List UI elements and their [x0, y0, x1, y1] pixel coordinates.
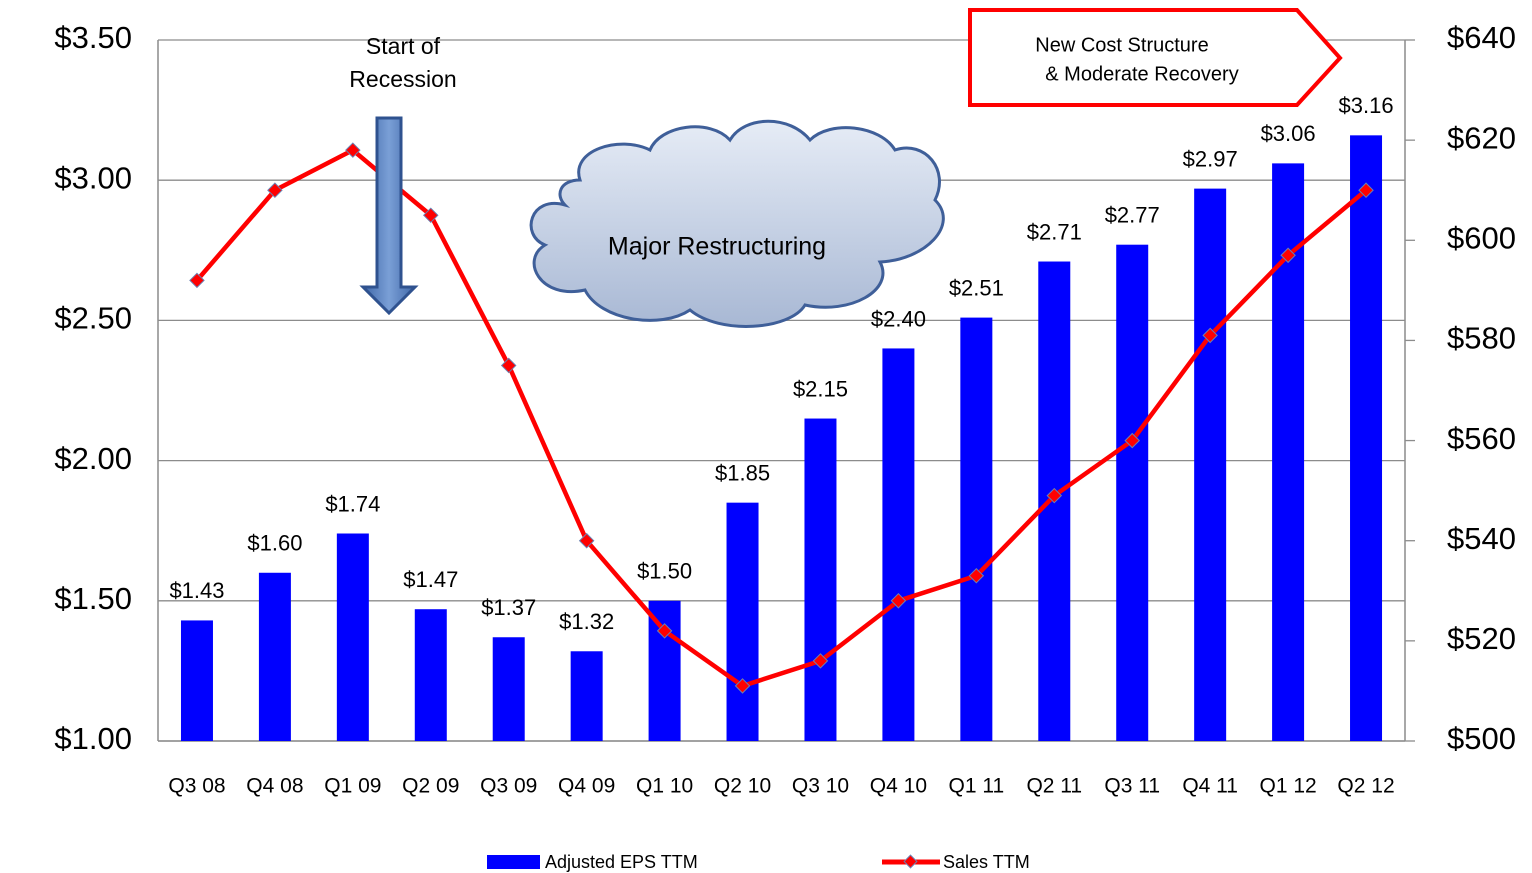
- x-tick-label: Q2 09: [402, 775, 459, 798]
- x-tick-label: Q3 11: [1104, 775, 1160, 798]
- data-label: $1.37: [481, 595, 536, 620]
- bar: [726, 502, 759, 741]
- bar: [1194, 188, 1227, 741]
- x-tick-label: Q2 11: [1026, 775, 1082, 798]
- line-marker: [500, 357, 517, 374]
- annotation-text: Recession: [349, 66, 456, 92]
- line-marker: [345, 142, 361, 158]
- x-tick-label: Q4 08: [246, 775, 303, 798]
- data-label: $2.15: [793, 376, 848, 401]
- bar: [336, 533, 369, 741]
- y2-tick-label: $520: [1447, 621, 1516, 656]
- y2-tick-label: $620: [1447, 120, 1516, 155]
- y2-tick-label: $540: [1447, 521, 1516, 556]
- x-tick-label: Q1 09: [324, 775, 381, 798]
- legend-label: Adjusted EPS TTM: [545, 852, 698, 872]
- data-label: $3.16: [1339, 93, 1394, 118]
- bar: [1116, 244, 1149, 741]
- line-marker: [1202, 327, 1218, 344]
- y-tick-label: $3.50: [54, 20, 132, 55]
- annotation-text: Start of: [366, 33, 441, 59]
- data-label: $1.47: [403, 567, 458, 592]
- recession-annotation: Start of Recession: [349, 33, 457, 316]
- data-label: $2.40: [871, 306, 926, 331]
- data-label: $3.06: [1261, 121, 1316, 146]
- data-label: $1.50: [637, 559, 692, 584]
- data-label: $1.74: [325, 491, 380, 516]
- data-label: $2.97: [1183, 146, 1238, 171]
- down-arrow: [359, 116, 419, 316]
- data-label: $2.51: [949, 275, 1004, 300]
- legend-marker: [903, 854, 918, 869]
- x-tick-label: Q4 09: [558, 775, 615, 798]
- data-label: $1.43: [169, 578, 224, 603]
- x-tick-label: Q3 10: [792, 775, 849, 798]
- x-tick-label: Q1 10: [636, 775, 693, 798]
- line-marker: [968, 567, 985, 584]
- cloud: [529, 119, 945, 328]
- bar: [648, 600, 681, 741]
- bar: [882, 348, 915, 741]
- x-tick-label: Q2 12: [1337, 775, 1394, 798]
- x-tick-label: Q3 08: [168, 775, 225, 798]
- callout-arrow: [968, 8, 1343, 107]
- y2-tick-label: $580: [1447, 321, 1516, 356]
- y2-tick-label: $600: [1447, 220, 1516, 255]
- line-marker: [812, 653, 829, 669]
- bar: [804, 418, 837, 741]
- legend: Adjusted EPS TTM Sales TTM: [487, 852, 1030, 872]
- line-marker: [267, 182, 283, 198]
- line-marker: [890, 593, 907, 609]
- line-marker: [734, 678, 751, 694]
- line-marker: [1280, 247, 1296, 264]
- bar: [1350, 135, 1383, 741]
- legend-label: Sales TTM: [943, 852, 1030, 872]
- bar: [258, 572, 291, 741]
- y-tick-label: $3.00: [54, 160, 132, 195]
- y2-tick-label: $500: [1447, 721, 1516, 756]
- data-label: $1.60: [247, 531, 302, 556]
- y-tick-label: $2.00: [54, 441, 132, 476]
- x-tick-label: Q1 12: [1259, 775, 1316, 798]
- annotation-text: & Moderate Recovery: [1045, 63, 1238, 85]
- x-tick-label: Q4 10: [870, 775, 927, 798]
- bar: [414, 609, 447, 741]
- data-label: $2.77: [1105, 203, 1160, 228]
- y-tick-label: $2.50: [54, 301, 132, 336]
- line-marker: [1046, 487, 1063, 504]
- data-label: $1.32: [559, 609, 614, 634]
- bar: [180, 620, 213, 741]
- annotation-text: New Cost Structure: [1035, 34, 1208, 56]
- line-marker: [578, 532, 595, 549]
- line-marker: [189, 272, 205, 289]
- y2-tick-label: $640: [1447, 20, 1516, 55]
- bar: [570, 651, 603, 741]
- y-tick-label: $1.00: [54, 721, 132, 756]
- bar: [492, 637, 525, 741]
- line-marker: [423, 207, 439, 224]
- bar: [960, 317, 993, 741]
- line-marker: [656, 623, 673, 639]
- x-tick-label: Q3 09: [480, 775, 537, 798]
- y2-tick-label: $560: [1447, 421, 1516, 456]
- legend-swatch: [487, 855, 540, 869]
- x-tick-label: Q4 11: [1182, 775, 1238, 798]
- data-label: $1.85: [715, 460, 770, 485]
- annotation-text: Major Restructuring: [608, 233, 826, 261]
- data-label: $2.71: [1027, 219, 1082, 244]
- restructuring-annotation: Major Restructuring: [529, 119, 945, 328]
- line-marker: [1358, 182, 1374, 198]
- line-marker: [1124, 432, 1140, 449]
- x-tick-label: Q2 10: [714, 775, 771, 798]
- y-tick-label: $1.50: [54, 581, 132, 616]
- recovery-annotation: New Cost Structure & Moderate Recovery: [968, 8, 1343, 107]
- x-tick-label: Q1 11: [949, 775, 1005, 798]
